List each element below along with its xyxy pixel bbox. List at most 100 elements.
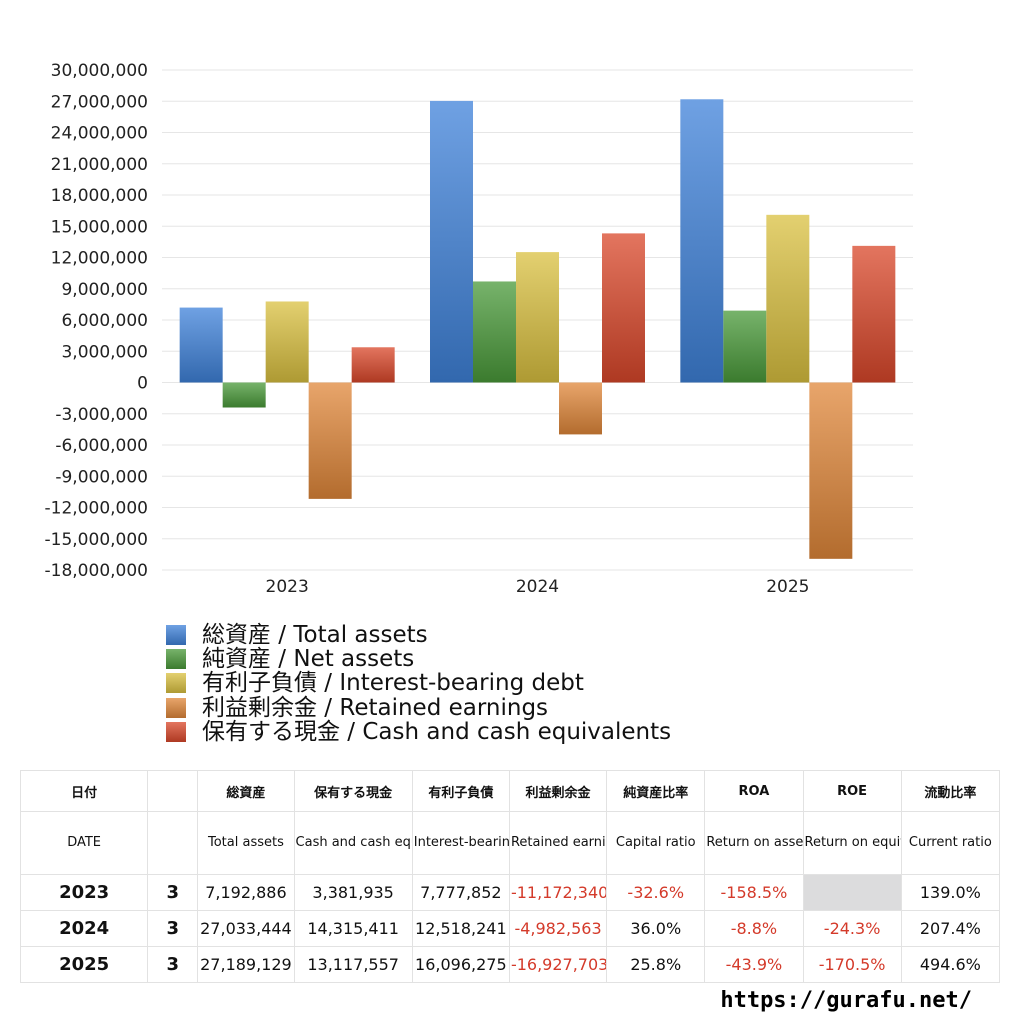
legend-label: 総資産 / Total assets	[202, 622, 428, 649]
legend-swatch	[166, 697, 186, 718]
header-roa-jp: ROA	[704, 770, 804, 812]
row-current-ratio: 207.4%	[900, 910, 1001, 947]
y-tick-label: -9,000,000	[55, 467, 148, 487]
legend-item: 有利子負債 / Interest-bearing debt	[166, 671, 671, 695]
legend-label: 保有する現金 / Cash and cash equivalents	[202, 718, 672, 745]
y-tick-label: -12,000,000	[45, 499, 148, 519]
y-tick-label: 21,000,000	[51, 155, 148, 175]
bar	[473, 281, 516, 383]
row-debt: 12,518,241	[411, 910, 510, 947]
row-year: 2025	[19, 946, 149, 983]
row-total-assets: 7,192,886	[197, 874, 295, 911]
table-row: 2025 3 27,189,129 13,117,557 16,096,275 …	[19, 946, 1001, 983]
row-retained: -4,982,563	[508, 910, 608, 947]
bar	[559, 382, 602, 435]
bar	[852, 245, 896, 383]
row-total-assets: 27,033,444	[197, 910, 295, 947]
bar	[516, 252, 559, 383]
bars	[179, 99, 896, 559]
y-tick-label: 3,000,000	[61, 342, 148, 362]
row-quarter: 3	[147, 946, 199, 983]
row-year: 2024	[19, 910, 149, 947]
row-current-ratio: 494.6%	[900, 946, 1001, 983]
bar	[680, 99, 724, 383]
header-capital-ratio-jp: 純資産比率	[606, 770, 706, 812]
row-roa: -158.5%	[704, 874, 804, 911]
y-tick-label: 6,000,000	[61, 311, 148, 331]
bar	[723, 310, 767, 383]
legend-swatch	[166, 673, 186, 694]
legend-item: 総資産 / Total assets	[166, 623, 671, 647]
header-blank-en	[147, 811, 199, 875]
header-date-jp: 日付	[19, 770, 149, 812]
row-roa: -43.9%	[704, 946, 804, 983]
row-total-assets: 27,189,129	[197, 946, 295, 983]
financial-table: 日付 総資産 保有する現金 有利子負債 利益剰余金 純資産比率 ROA ROE …	[19, 770, 1001, 983]
y-tick-label: 0	[137, 374, 148, 394]
row-roe: -24.3%	[802, 910, 902, 947]
legend-item: 純資産 / Net assets	[166, 647, 671, 671]
legend-swatch	[166, 721, 186, 742]
table-header-en: DATE Total assets Cash and cash equivale…	[19, 811, 1001, 875]
legend-label: 利益剰余金 / Retained earnings	[202, 694, 549, 721]
header-cash-en: Cash and cash equivalents	[293, 811, 413, 875]
y-tick-label: -15,000,000	[45, 530, 148, 550]
header-total-assets-en: Total assets	[197, 811, 295, 875]
header-debt-en: Interest-bearing debt	[411, 811, 510, 875]
legend-swatch	[166, 649, 186, 670]
row-retained: -16,927,703	[508, 946, 608, 983]
bar	[766, 214, 810, 383]
chart-legend: 総資産 / Total assets 純資産 / Net assets 有利子負債 …	[166, 623, 671, 744]
header-roe-jp: ROE	[802, 770, 902, 812]
row-debt: 7,777,852	[411, 874, 510, 911]
x-axis-ticks: 2023 2024 2025	[266, 577, 810, 597]
row-roa: -8.8%	[704, 910, 804, 947]
y-tick-label: 9,000,000	[61, 280, 148, 300]
x-tick-label: 2023	[266, 577, 309, 597]
header-retained-en: Retained earnings	[508, 811, 608, 875]
legend-item: 保有する現金 / Cash and cash equivalents	[166, 720, 671, 744]
legend-swatch	[166, 625, 186, 646]
row-quarter: 3	[147, 874, 199, 911]
y-tick-label: 12,000,000	[51, 249, 148, 269]
row-roe	[802, 874, 902, 911]
row-quarter: 3	[147, 910, 199, 947]
row-capital-ratio: 36.0%	[606, 910, 706, 947]
header-retained-jp: 利益剰余金	[508, 770, 608, 812]
bar	[265, 301, 309, 383]
bar	[308, 382, 352, 499]
y-tick-label: 27,000,000	[51, 92, 148, 112]
header-cash-jp: 保有する現金	[293, 770, 413, 812]
y-tick-label: -18,000,000	[45, 561, 148, 581]
header-total-assets-jp: 総資産	[197, 770, 295, 812]
row-retained: -11,172,340	[508, 874, 608, 911]
row-capital-ratio: 25.8%	[606, 946, 706, 983]
header-blank	[147, 770, 199, 812]
table-header-jp: 日付 総資産 保有する現金 有利子負債 利益剰余金 純資産比率 ROA ROE …	[19, 770, 1001, 812]
row-cash: 13,117,557	[293, 946, 413, 983]
y-axis-ticks: 30,000,000 27,000,000 24,000,000 21,000,000…	[45, 61, 148, 581]
x-tick-label: 2024	[516, 577, 559, 597]
bar	[222, 382, 266, 408]
bar	[430, 100, 473, 383]
row-cash: 3,381,935	[293, 874, 413, 911]
y-tick-label: -6,000,000	[55, 436, 148, 456]
row-year: 2023	[19, 874, 149, 911]
row-current-ratio: 139.0%	[900, 874, 1001, 911]
bar	[351, 347, 395, 383]
y-tick-label: 18,000,000	[51, 186, 148, 206]
source-url[interactable]: https://gurafu.net/	[720, 988, 972, 1013]
row-capital-ratio: -32.6%	[606, 874, 706, 911]
x-tick-label: 2025	[766, 577, 809, 597]
y-tick-label: 24,000,000	[51, 124, 148, 144]
bar-chart: 30,000,000 27,000,000 24,000,000 21,000,000…	[45, 61, 913, 597]
bar	[809, 382, 853, 559]
header-current-ratio-jp: 流動比率	[900, 770, 1001, 812]
y-tick-label: 15,000,000	[51, 217, 148, 237]
table-row: 2024 3 27,033,444 14,315,411 12,518,241 …	[19, 910, 1001, 947]
header-capital-ratio-en: Capital ratio	[606, 811, 706, 875]
header-current-ratio-en: Current ratio	[900, 811, 1001, 875]
legend-label: 純資産 / Net assets	[202, 646, 415, 673]
y-tick-label: -3,000,000	[55, 405, 148, 425]
row-cash: 14,315,411	[293, 910, 413, 947]
